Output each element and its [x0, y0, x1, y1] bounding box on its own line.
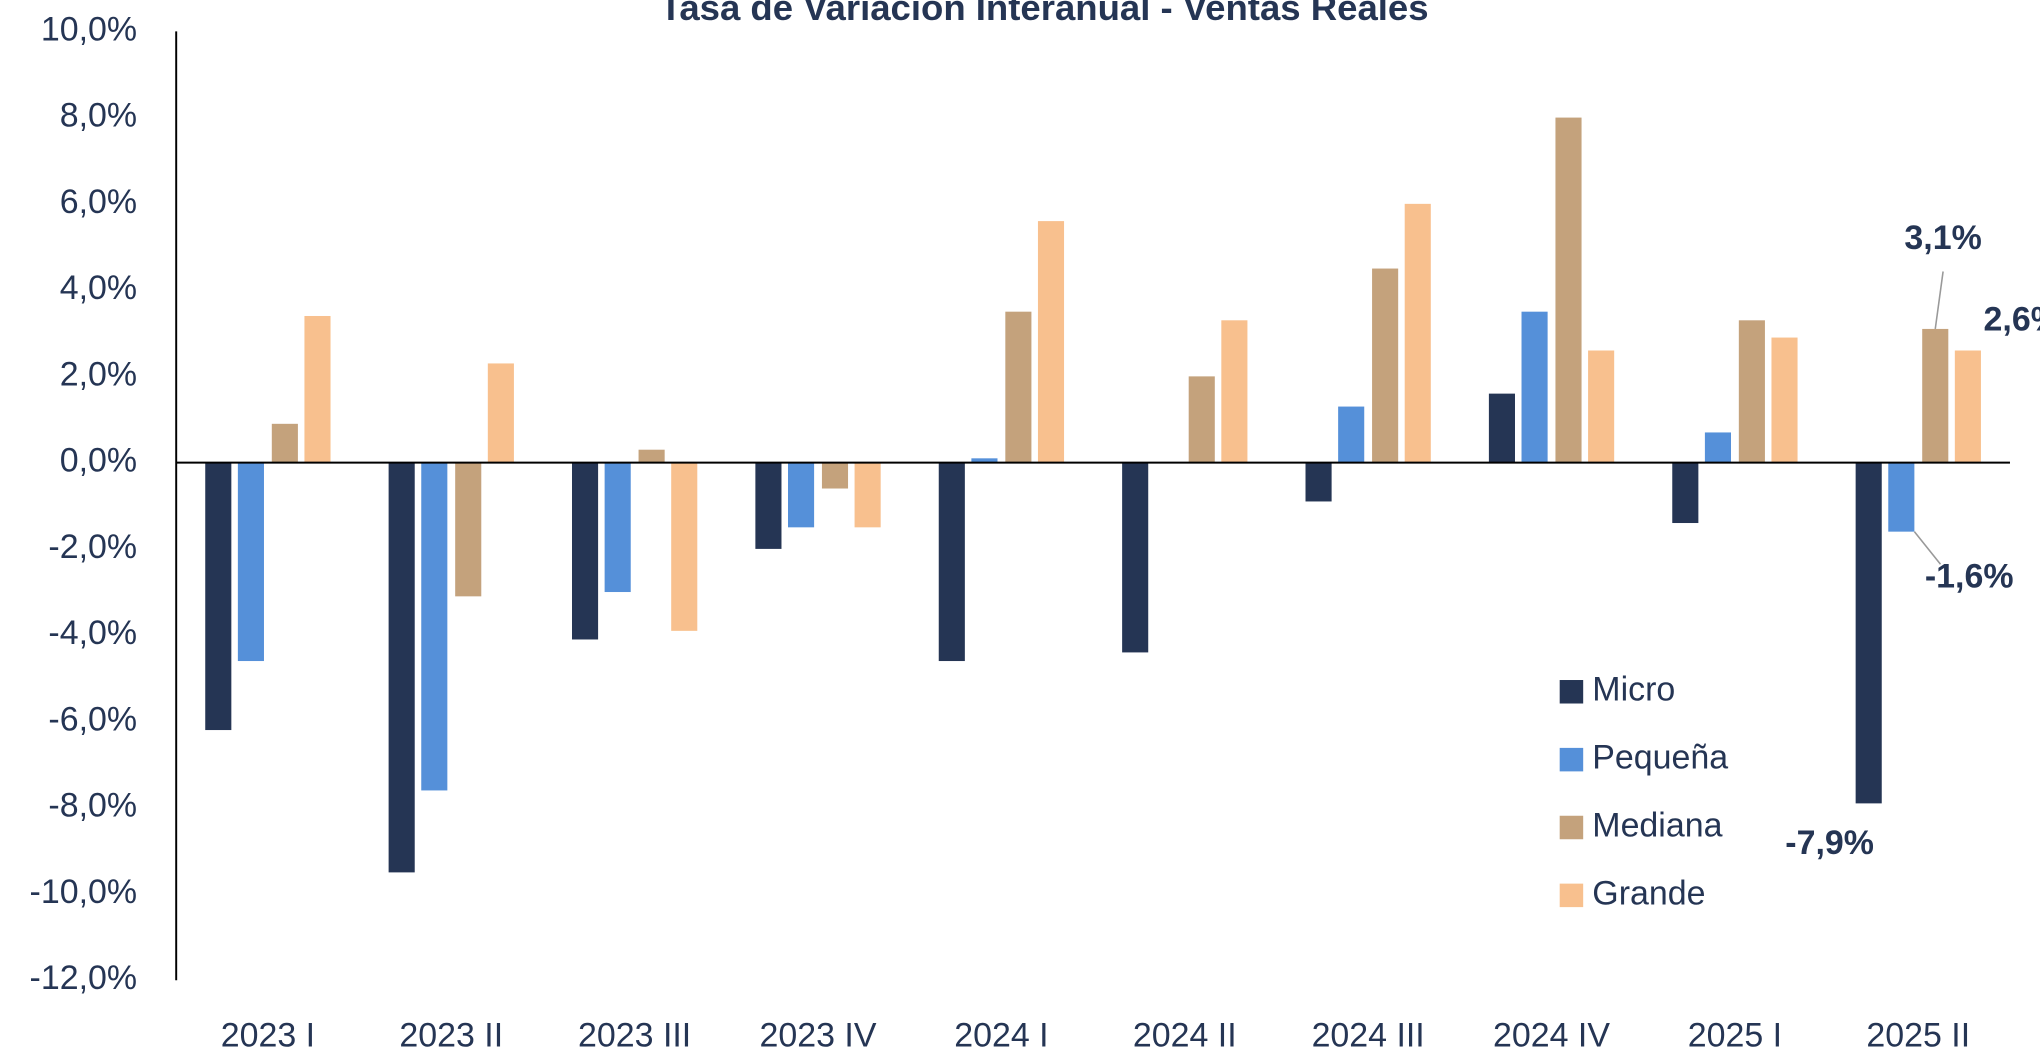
bar [1122, 462, 1149, 653]
bar [1888, 462, 1915, 532]
y-tick-label: 0,0% [60, 442, 137, 480]
y-tick-label: -4,0% [48, 614, 137, 652]
bar [1555, 117, 1582, 463]
legend-swatch [1559, 747, 1584, 772]
bar [1771, 337, 1798, 463]
bar [1338, 406, 1365, 463]
bar [971, 458, 998, 463]
bar [821, 462, 849, 489]
bar [1005, 311, 1032, 463]
data-label: 3,1% [1904, 219, 1981, 257]
bar [271, 423, 298, 463]
bar [1704, 432, 1731, 463]
legend-label: Mediana [1592, 806, 1722, 844]
bar [1922, 328, 1949, 463]
bar [1588, 350, 1615, 463]
y-tick-label: -6,0% [48, 700, 137, 738]
bar [854, 462, 881, 528]
bar [1738, 320, 1765, 463]
bar [1521, 311, 1548, 463]
bar [1188, 376, 1215, 463]
legend-label: Grande [1592, 874, 1705, 912]
bar [1672, 462, 1699, 524]
x-tick-label: 2023 I [221, 1017, 315, 1052]
y-tick-label: 8,0% [60, 97, 137, 135]
bar [1404, 203, 1431, 463]
bar [487, 363, 514, 463]
y-tick-label: -12,0% [30, 959, 137, 997]
x-tick-label: 2024 III [1312, 1017, 1425, 1052]
y-tick-label: 6,0% [60, 183, 137, 221]
x-tick-label: 2023 II [399, 1017, 503, 1052]
bar [1855, 462, 1882, 804]
x-tick-label: 2024 II [1133, 1017, 1237, 1052]
bar [1954, 350, 1981, 463]
x-tick-label: 2024 IV [1493, 1017, 1610, 1052]
legend-swatch [1559, 680, 1584, 704]
leader-line [1934, 271, 1944, 330]
bar [304, 315, 331, 463]
y-tick-label: 4,0% [60, 269, 137, 307]
legend-label: Micro [1592, 671, 1675, 709]
chart-title: Tasa de Variación Interanual - Ventas Re… [660, 0, 1429, 28]
bar [1488, 393, 1515, 463]
x-tick-label: 2024 I [954, 1017, 1048, 1052]
bar [938, 462, 965, 662]
bar [755, 462, 782, 549]
bar [1305, 462, 1332, 502]
bar [1372, 268, 1399, 463]
bar [1037, 221, 1065, 463]
x-tick-label: 2023 IV [760, 1017, 877, 1052]
bar [237, 462, 264, 662]
x-tick-label: 2023 III [578, 1017, 691, 1052]
y-tick-label: -10,0% [30, 873, 137, 911]
bar [604, 462, 631, 593]
bar [388, 462, 415, 873]
bar [455, 462, 482, 597]
data-label: -7,9% [1785, 824, 1874, 862]
bar [205, 462, 232, 731]
legend-swatch [1559, 815, 1584, 840]
y-tick-label: 2,0% [60, 355, 137, 393]
legend-label: Pequeña [1592, 739, 1728, 777]
bar [421, 462, 448, 791]
y-tick-label: -2,0% [48, 528, 137, 566]
x-tick-label: 2025 I [1688, 1017, 1782, 1052]
bar [1221, 320, 1248, 463]
leader-line [1913, 531, 1942, 565]
data-label: 2,6% [1984, 301, 2040, 339]
legend-swatch [1559, 883, 1584, 908]
y-tick-label: 10,0% [41, 10, 137, 48]
bar [788, 462, 815, 528]
bar [671, 462, 698, 631]
data-label: -1,6% [1925, 558, 2014, 596]
bar [638, 449, 665, 463]
bar [571, 462, 599, 640]
y-tick-label: -8,0% [48, 787, 137, 825]
x-tick-label: 2025 II [1866, 1017, 1970, 1052]
